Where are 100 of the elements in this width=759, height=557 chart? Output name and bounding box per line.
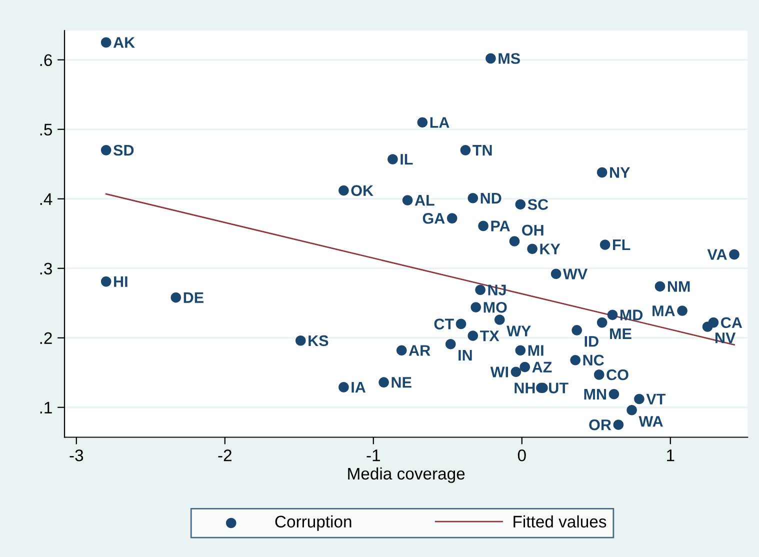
data-label: LA bbox=[430, 117, 450, 128]
data-label: WI bbox=[490, 366, 508, 378]
data-label: GA bbox=[422, 212, 445, 224]
data-label: MI bbox=[528, 345, 544, 356]
point bbox=[100, 276, 112, 287]
point bbox=[515, 199, 526, 210]
data-label: NV bbox=[715, 332, 736, 344]
data-label: AZ bbox=[532, 362, 552, 372]
y-tick-label: .6 bbox=[40, 54, 52, 66]
point bbox=[468, 192, 478, 204]
data-label: CT bbox=[434, 318, 454, 330]
point bbox=[100, 145, 112, 156]
data-label: MA bbox=[652, 306, 675, 316]
data-label: IN bbox=[458, 350, 472, 361]
y-tick-label: .2 bbox=[40, 332, 52, 344]
point bbox=[486, 53, 496, 64]
point bbox=[509, 236, 520, 246]
point bbox=[478, 220, 488, 232]
point bbox=[654, 281, 666, 292]
point bbox=[456, 318, 466, 330]
data-label: ME bbox=[610, 328, 632, 340]
data-label: KS bbox=[308, 335, 328, 346]
x-tick-label: -2 bbox=[218, 449, 232, 462]
point bbox=[596, 167, 608, 178]
point bbox=[594, 370, 604, 380]
data-label: ID bbox=[584, 336, 598, 347]
x-axis-title: Media coverage bbox=[348, 467, 465, 483]
point bbox=[596, 317, 608, 328]
point bbox=[445, 338, 456, 350]
point bbox=[527, 244, 538, 254]
point bbox=[550, 268, 562, 280]
x-tick-label: 1 bbox=[667, 450, 674, 462]
point bbox=[396, 345, 407, 356]
point bbox=[295, 335, 306, 346]
data-label: WV bbox=[563, 268, 588, 280]
data-label: NH bbox=[514, 382, 535, 394]
data-label: CA bbox=[721, 317, 742, 328]
data-label: IL bbox=[400, 154, 413, 165]
point bbox=[608, 389, 620, 400]
data-label: OH bbox=[522, 224, 544, 236]
point bbox=[572, 325, 582, 336]
point bbox=[613, 420, 624, 430]
point bbox=[475, 284, 486, 296]
point bbox=[446, 213, 458, 224]
data-label: FL bbox=[613, 240, 630, 250]
point bbox=[494, 314, 505, 325]
data-label: MD bbox=[620, 310, 643, 320]
data-label: AL bbox=[414, 195, 434, 206]
point bbox=[515, 345, 526, 356]
data-label: TX bbox=[480, 330, 500, 342]
data-label: NY bbox=[610, 167, 630, 178]
point bbox=[634, 394, 644, 404]
data-label: NE bbox=[392, 377, 412, 388]
y-tick-label: .3 bbox=[40, 262, 52, 275]
point bbox=[100, 37, 112, 48]
data-label: NC bbox=[583, 354, 604, 366]
y-tick-label: .1 bbox=[40, 402, 52, 414]
data-label: CO bbox=[606, 369, 628, 380]
data-label: NM bbox=[668, 281, 690, 292]
data-label: AR bbox=[408, 345, 430, 356]
point bbox=[677, 306, 688, 316]
data-label: ND bbox=[480, 192, 502, 204]
point bbox=[600, 240, 610, 250]
point bbox=[520, 362, 530, 372]
point bbox=[626, 404, 637, 416]
legend-label: Corruption bbox=[275, 515, 352, 531]
data-label: KY bbox=[540, 244, 560, 254]
point bbox=[402, 195, 413, 206]
point bbox=[729, 249, 740, 260]
data-label: TN bbox=[472, 145, 492, 156]
point bbox=[460, 145, 471, 156]
data-label: UT bbox=[549, 382, 568, 394]
data-label: MO bbox=[484, 302, 507, 313]
data-label: MN bbox=[584, 388, 606, 400]
x-tick-label: -1 bbox=[366, 450, 380, 462]
point bbox=[468, 330, 478, 341]
data-label: MS bbox=[498, 53, 520, 64]
point bbox=[388, 154, 398, 164]
y-tick-label: .5 bbox=[40, 124, 52, 136]
point bbox=[702, 322, 713, 332]
point bbox=[470, 302, 482, 312]
data-label: SD bbox=[113, 144, 134, 156]
data-label: WA bbox=[638, 416, 663, 427]
point bbox=[510, 366, 522, 378]
data-label: OR bbox=[589, 419, 612, 430]
data-label: OK bbox=[351, 185, 374, 196]
point bbox=[607, 310, 618, 320]
point bbox=[338, 185, 349, 196]
x-tick-label: 0 bbox=[518, 449, 526, 462]
data-label: PA bbox=[491, 220, 510, 232]
point bbox=[570, 354, 581, 366]
data-label: IA bbox=[352, 382, 366, 393]
data-label: HI bbox=[114, 276, 128, 287]
x-tick-label: -3 bbox=[70, 449, 84, 462]
data-label: SC bbox=[528, 199, 548, 210]
point bbox=[170, 292, 182, 303]
data-label: AK bbox=[113, 37, 135, 48]
data-label: WY bbox=[506, 326, 531, 336]
data-label: DE bbox=[184, 292, 204, 303]
y-tick-label: .4 bbox=[40, 193, 52, 205]
